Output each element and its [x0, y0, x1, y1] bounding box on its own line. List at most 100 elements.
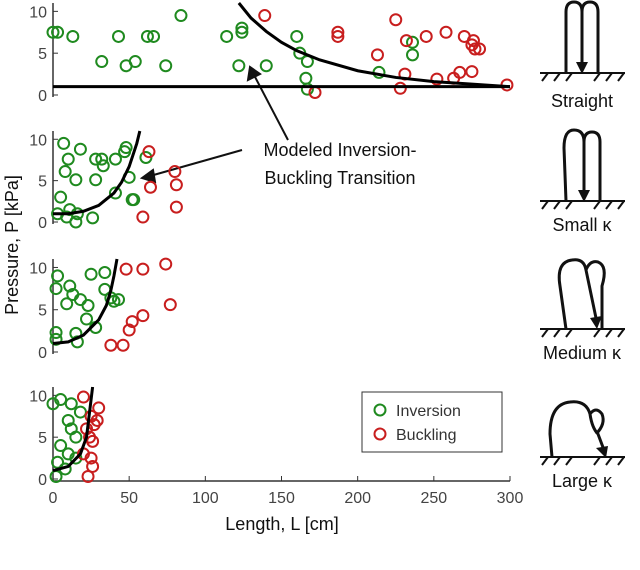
data-point — [69, 173, 83, 187]
data-point — [399, 34, 413, 48]
y-tick-label: 0 — [38, 215, 47, 232]
data-point — [159, 59, 173, 73]
data-point — [465, 65, 479, 79]
data-point — [159, 257, 173, 271]
data-point — [406, 48, 420, 62]
data-point — [430, 72, 444, 86]
x-tick-label: 150 — [268, 490, 295, 507]
y-tick-label: 0 — [38, 88, 47, 105]
x-axis-label: Length, L [cm] — [225, 514, 338, 534]
data-point — [112, 29, 126, 43]
y-tick-label: 10 — [29, 132, 47, 149]
diagram-small — [540, 128, 625, 210]
data-point — [290, 29, 304, 43]
data-point — [86, 434, 100, 448]
data-point — [108, 186, 122, 200]
data-point — [98, 266, 112, 280]
data-point — [57, 136, 71, 150]
data-point — [51, 25, 65, 39]
data-point — [473, 42, 487, 56]
diagram-large — [540, 400, 625, 466]
data-point — [169, 178, 183, 192]
data-point — [89, 152, 103, 166]
data-point — [69, 430, 83, 444]
data-point — [453, 65, 467, 79]
data-point — [49, 326, 63, 340]
data-point — [58, 165, 72, 179]
data-point — [232, 59, 246, 73]
data-point — [370, 48, 384, 62]
data-point — [54, 393, 68, 407]
data-point — [116, 338, 130, 352]
data-point — [235, 21, 249, 35]
data-point — [64, 397, 78, 411]
data-point — [104, 338, 118, 352]
diagram-label: Small κ — [552, 215, 612, 235]
model-curve — [237, 2, 511, 89]
data-point — [147, 29, 161, 43]
legend-marker — [373, 427, 387, 441]
data-point — [169, 200, 183, 214]
data-point — [81, 469, 95, 483]
data-point — [81, 299, 95, 312]
data-point — [235, 25, 249, 39]
data-point — [142, 145, 156, 159]
diagrams — [540, 0, 625, 466]
data-point — [419, 29, 433, 43]
data-point — [49, 332, 63, 346]
data-point — [406, 35, 420, 49]
data-point — [46, 25, 60, 39]
data-point — [61, 413, 75, 427]
data-point — [119, 141, 133, 155]
legend-label: Buckling — [396, 427, 456, 444]
model-curve — [52, 386, 95, 473]
annotation-arrows — [139, 65, 289, 184]
data-point — [86, 211, 100, 225]
data-point — [73, 142, 87, 156]
y-tick-label: 0 — [38, 345, 47, 362]
data-point — [73, 405, 87, 419]
data-point — [122, 323, 136, 337]
data-point — [331, 29, 345, 43]
x-tick-label: 50 — [120, 490, 138, 507]
x-tick-label: 300 — [497, 490, 524, 507]
data-point — [61, 152, 75, 166]
data-point — [60, 297, 74, 311]
data-point — [54, 439, 68, 453]
data-point — [331, 25, 345, 39]
data-point — [140, 29, 154, 43]
y-tick-label: 0 — [38, 472, 47, 489]
x-tick-label: 200 — [344, 490, 371, 507]
data-point — [299, 71, 313, 85]
data-point — [49, 282, 63, 296]
data-point — [143, 180, 157, 194]
data-point — [84, 267, 98, 281]
data-point — [393, 81, 407, 95]
data-point — [112, 293, 126, 307]
y-tick-label: 10 — [29, 388, 47, 405]
diagram-medium — [540, 258, 625, 338]
y-tick-label: 5 — [38, 430, 47, 447]
annotation: Modeled Inversion- — [263, 140, 416, 160]
data-point — [259, 59, 273, 73]
model-curve — [53, 130, 142, 216]
data-point — [76, 390, 90, 404]
data-point — [136, 309, 150, 323]
data-point — [174, 9, 188, 23]
diagram-label: Medium κ — [543, 343, 622, 363]
data-point — [63, 279, 77, 293]
data-point — [439, 25, 453, 39]
data-point — [136, 262, 150, 276]
data-point — [136, 210, 150, 224]
y-tick-label: 5 — [38, 174, 47, 191]
data-point — [125, 315, 139, 329]
data-point — [51, 269, 65, 283]
annotation: Buckling Transition — [264, 168, 415, 188]
data-point — [168, 165, 182, 179]
x-tick-label: 250 — [420, 490, 447, 507]
data-point — [258, 9, 272, 23]
legend-marker — [373, 403, 387, 417]
data-point — [92, 401, 106, 415]
data-point — [95, 55, 109, 69]
